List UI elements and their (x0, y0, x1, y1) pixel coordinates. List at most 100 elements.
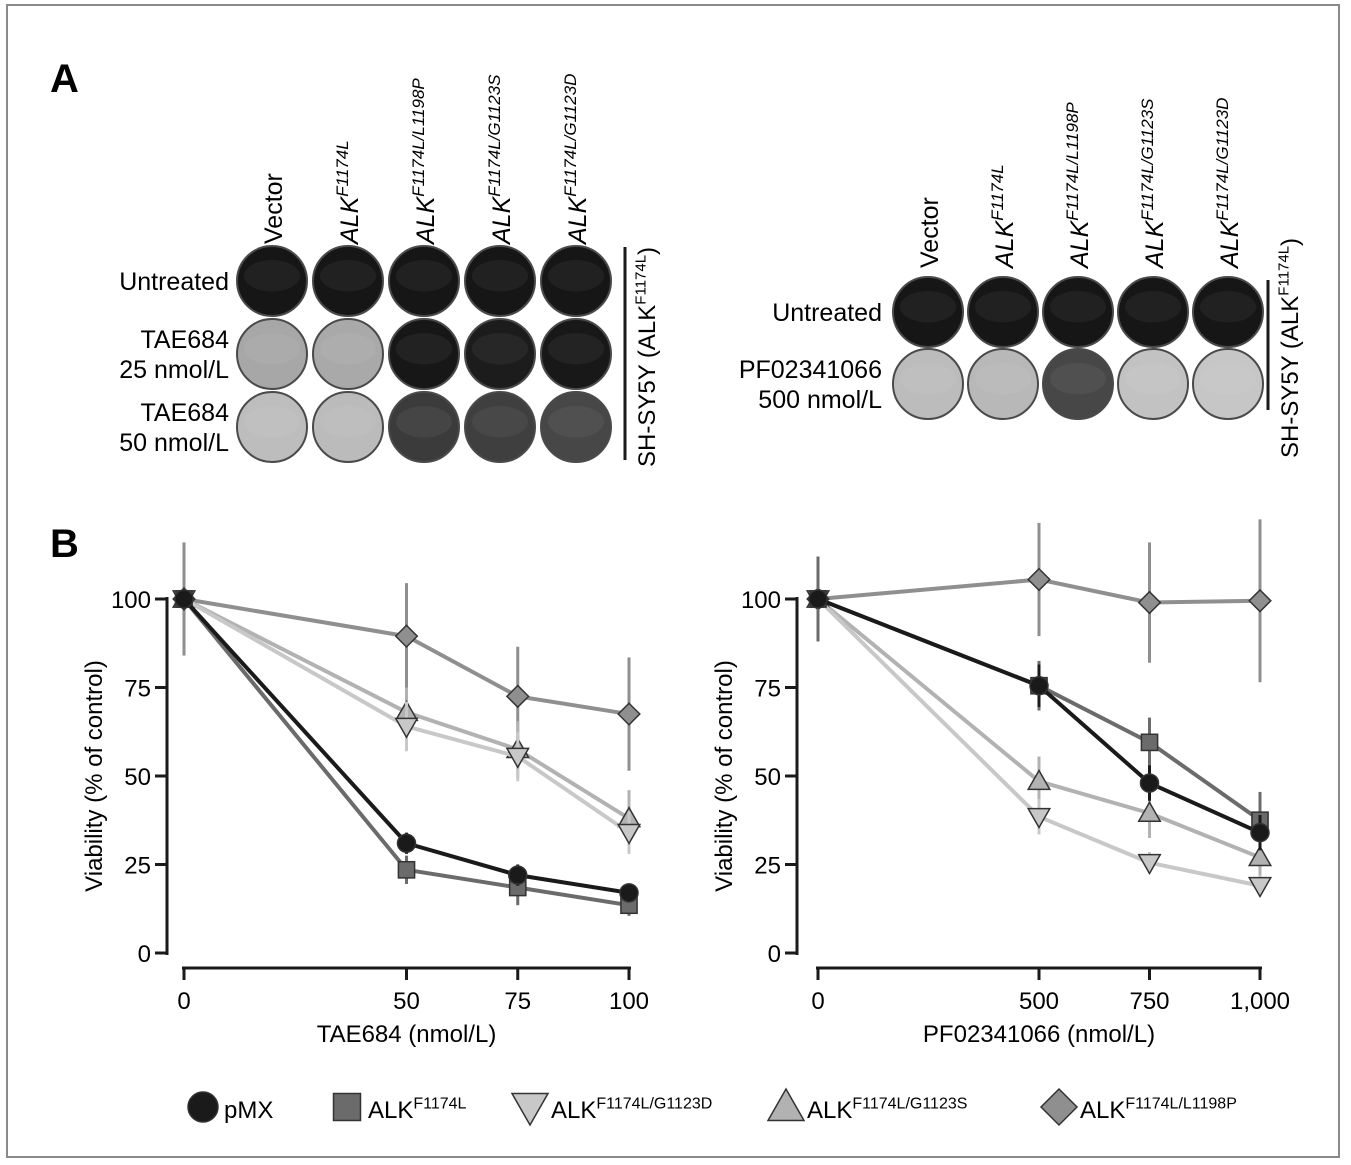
x-axis-title: TAE684 (nmol/L) (317, 1021, 497, 1048)
y-axis-title: Viability (% of control) (711, 660, 738, 892)
y-tick-label: 75 (754, 676, 781, 703)
panel-a-right-plate (1117, 276, 1189, 348)
data-point (1026, 807, 1052, 830)
panel-a-right-plate-sheen (1200, 291, 1256, 323)
panel-a-left-plate (464, 245, 536, 317)
panel-a-left-column-label: ALKF1174L/L1198P (409, 78, 440, 246)
panel-a-left-plate-sheen (244, 333, 300, 365)
panel-a-left-plate-sheen (548, 333, 604, 365)
x-tick-label: 1,000 (1230, 988, 1290, 1015)
panel-a-left-row-label: 25 nmol/L (119, 356, 229, 384)
data-point (1137, 853, 1162, 876)
data-point (396, 833, 417, 854)
data-point (619, 883, 639, 903)
panel-a-left-plate-sheen (244, 260, 300, 292)
x-tick-label: 0 (177, 988, 190, 1015)
panel-a-left-plate (236, 391, 308, 463)
y-axis-title: Viability (% of control) (81, 660, 108, 892)
panel-a-right-plate (967, 348, 1039, 420)
panel-a-right-plate (1192, 348, 1264, 420)
panel-a-left-row-label: Untreated (119, 268, 229, 296)
panel-a-left-plate (540, 318, 612, 390)
panel-a-left-plate-sheen (396, 260, 452, 292)
chart-tae684: 0 25 50 75 100 Viability (% of control) 0 50 75 1… (81, 542, 649, 1048)
panel-a-left-column-label: ALKF1174L/G1123D (561, 74, 592, 246)
panel-a-left-plate-sheen (244, 406, 300, 438)
panel-a-right-column-label: ALKF1174L/G1123D (1213, 98, 1244, 270)
panel-a-left-plate (540, 391, 612, 463)
x-axis-title: PF02341066 (nmol/L) (923, 1021, 1155, 1048)
data-point (1026, 768, 1052, 791)
panel-a-left-plate-sheen (320, 260, 376, 292)
panel-a-left-column-label: ALKF1174L/G1123S (485, 74, 516, 246)
data-point (394, 624, 419, 649)
legend-label-g1123s: ALKF1174L/G1123S (807, 1095, 967, 1124)
data-point (508, 865, 528, 885)
panel-a-right-row-label: Untreated (772, 299, 882, 327)
data-point (505, 747, 530, 769)
series-g1123d (805, 590, 1273, 899)
chart-pf02341066: 0 25 50 75 100 Viability (% of control) 0 500 75… (711, 519, 1290, 1048)
y-tick-label: 0 (138, 941, 151, 968)
data-point (397, 860, 416, 879)
panel-a-right-plate-sheen (1125, 363, 1181, 395)
panel-a-left-plate (388, 391, 460, 463)
panel-a-right-column-label: Vector (916, 197, 944, 268)
legend-label-pmx: pMX (224, 1097, 273, 1124)
panel-a-left-plate (312, 391, 384, 463)
series-pmx (174, 589, 639, 903)
legend-marker-g1123d (510, 1092, 550, 1127)
panel-a-right-plate-sheen (1050, 363, 1106, 395)
panel-a-left-plate-sheen (548, 406, 604, 438)
data-point (1247, 845, 1273, 867)
panel-a-left-row-label: TAE684 (141, 399, 230, 427)
data-point (616, 823, 642, 845)
legend-marker-f1174l (332, 1092, 362, 1122)
panel-a-left-block: Vector ALKF1174L ALKF1174L/L1198P ALKF1174L… (119, 74, 661, 467)
panel-a-left-plate-sheen (472, 333, 528, 365)
series-pmx (808, 589, 1270, 851)
panel-a-right-plate (1117, 348, 1189, 420)
y-tick-label: 100 (741, 587, 781, 614)
panel-b-label: B (50, 522, 79, 566)
panel-a-left-plate-sheen (396, 333, 452, 365)
y-tick-label: 100 (111, 587, 151, 614)
x-tick-label: 500 (1019, 988, 1059, 1015)
data-point (1137, 590, 1162, 615)
panel-a-left-plate (236, 318, 308, 390)
data-point (394, 717, 419, 739)
panel-a-right-plate-sheen (1050, 291, 1106, 323)
data-point (1140, 733, 1159, 752)
series-line (817, 597, 1261, 835)
y-tick-label: 0 (768, 941, 781, 968)
panel-a-right-plate-sheen (1125, 291, 1181, 323)
legend-label-g1123d: ALKF1174L/G1123D (551, 1095, 712, 1124)
panel-a-left-column-label: ALKF1174L (333, 140, 364, 246)
panel-a-right-column-label: ALKF1174L/G1123S (1138, 98, 1169, 270)
legend-marker-g1123s (766, 1087, 806, 1122)
x-tick-label: 100 (609, 988, 649, 1015)
panel-a-right-cell-line-label: SH-SY5Y (ALKF1174L) (1275, 238, 1304, 458)
panel-a-left-plate-sheen (396, 406, 452, 438)
data-point (808, 589, 828, 609)
y-tick-label: 50 (754, 764, 781, 791)
legend-marker-l1198p (1039, 1087, 1079, 1127)
panel-a-left-plate (312, 245, 384, 317)
x-tick-label: 750 (1129, 988, 1169, 1015)
x-tick-label: 50 (393, 988, 420, 1015)
legend-marker-pmx (187, 1091, 219, 1123)
panel-a-left-plate (464, 318, 536, 390)
panel-a-left-plate-sheen (548, 260, 604, 292)
panel-a-left-plate-sheen (320, 406, 376, 438)
panel-a-left-plate (540, 245, 612, 317)
x-tick-label: 75 (504, 988, 531, 1015)
panel-a-right-plate (1042, 276, 1114, 348)
data-point (617, 702, 641, 726)
figure-frame (6, 4, 1340, 1158)
panel-a-label: A (50, 57, 79, 101)
panel-a-left-plate (464, 391, 536, 463)
data-point (174, 589, 194, 609)
panel-a-left-plate (388, 318, 460, 390)
data-point (1027, 567, 1051, 592)
data-point (1137, 800, 1162, 823)
